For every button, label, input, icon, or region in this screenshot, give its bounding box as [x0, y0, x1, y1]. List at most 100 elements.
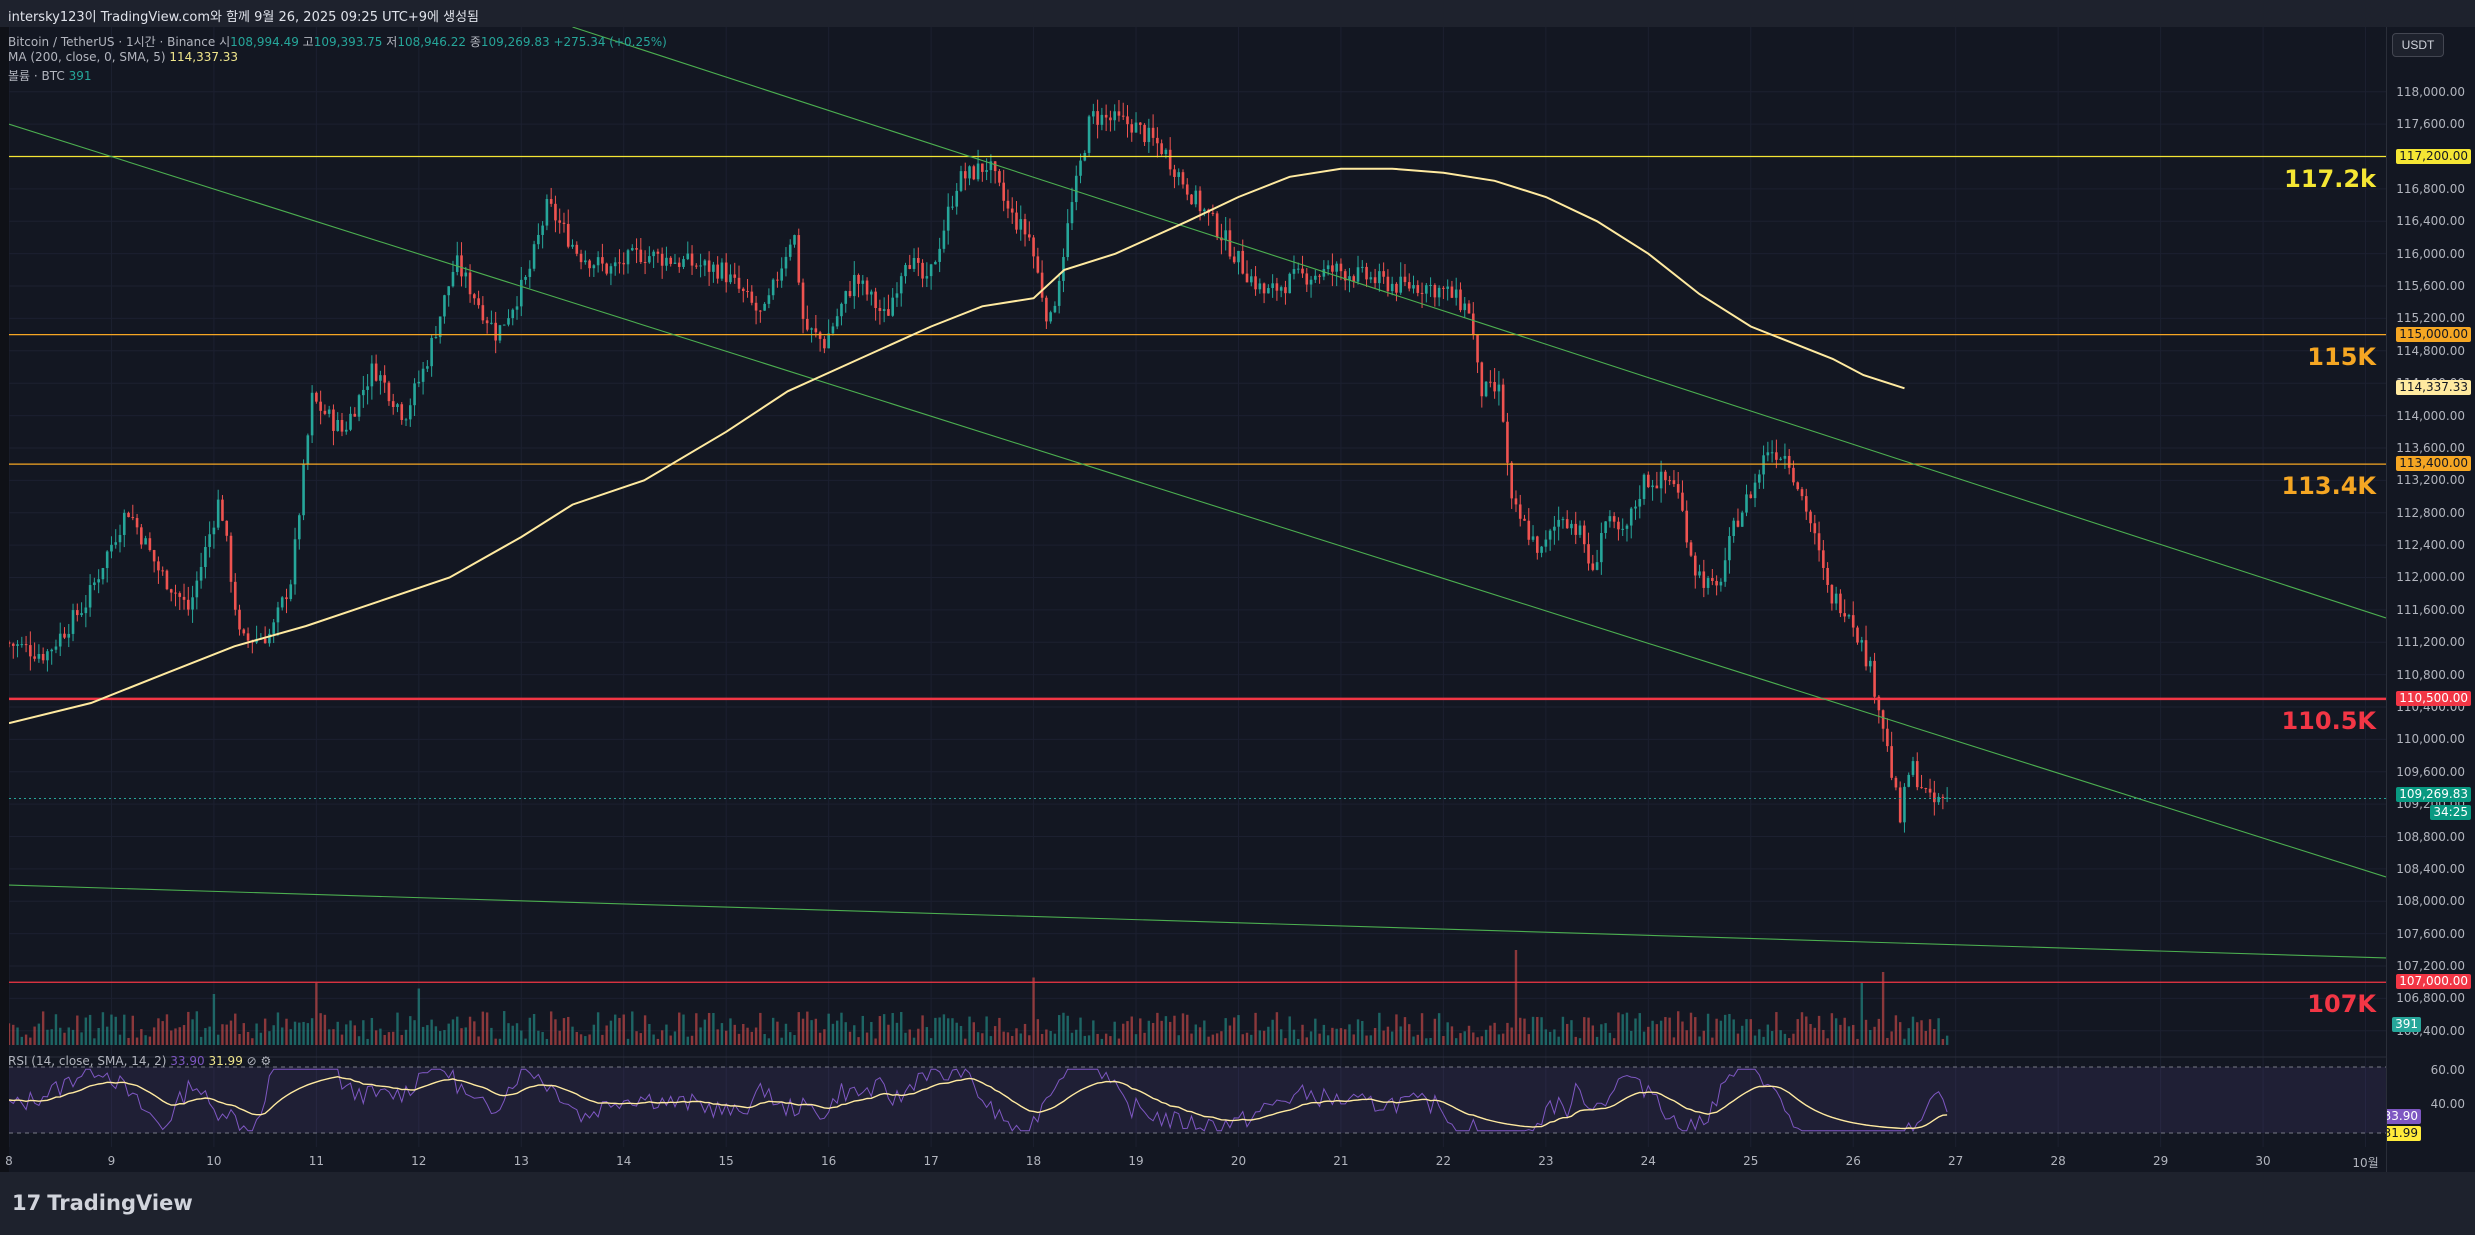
candle-body — [1941, 796, 1945, 798]
candle-body — [1339, 263, 1343, 272]
trendline — [9, 123, 2386, 878]
candle-body — [562, 222, 566, 224]
level-annotation[interactable]: 110.5K — [2281, 706, 2376, 735]
chart-panel[interactable] — [9, 27, 2386, 1172]
candle-body — [1053, 305, 1057, 313]
volume-bar — [511, 1025, 514, 1045]
level-annotation[interactable]: 107K — [2307, 990, 2376, 1019]
volume-bar — [1711, 1037, 1714, 1045]
candle-body — [1275, 283, 1279, 291]
volume-bar — [170, 1030, 173, 1045]
volume-bar — [1583, 1017, 1586, 1045]
volume-bar — [784, 1023, 788, 1045]
volume-bar — [789, 1032, 792, 1045]
candle-body — [1655, 485, 1659, 489]
candle-body — [1890, 746, 1893, 778]
candle-body — [1830, 584, 1834, 604]
settings-icon[interactable]: ⚙ — [260, 1054, 272, 1068]
candle-body — [1057, 280, 1061, 306]
candle-body — [695, 265, 698, 267]
candle-body — [1851, 615, 1855, 628]
candle-body — [323, 410, 327, 414]
candle-body — [1032, 237, 1035, 257]
volume-bar — [1578, 1038, 1582, 1045]
candle-body — [1642, 474, 1646, 499]
volume-bar — [878, 1016, 882, 1045]
candle-body — [212, 527, 216, 535]
symbol-name[interactable]: Bitcoin / TetherUS · 1시간 · Binance — [8, 35, 216, 49]
chart-canvas[interactable] — [9, 27, 2386, 1172]
currency-button[interactable]: USDT — [2392, 33, 2444, 57]
volume-bar — [976, 1032, 980, 1045]
volume-bar — [1770, 1031, 1774, 1045]
volume-bar — [520, 1030, 523, 1045]
candle-body — [1604, 521, 1607, 533]
price-tick-label: 109,600.00 — [2396, 764, 2465, 779]
volume-bar — [515, 1023, 519, 1045]
candle-body — [1143, 124, 1146, 143]
volume-bar — [1472, 1032, 1475, 1045]
level-annotation[interactable]: 117.2k — [2284, 164, 2376, 193]
level-annotation[interactable]: 115K — [2307, 342, 2376, 371]
volume-bar — [532, 1013, 536, 1045]
time-tick-label: 8 — [5, 1154, 13, 1168]
volume-bar — [955, 1022, 958, 1045]
candle-body — [899, 276, 903, 294]
volume-bar — [835, 1020, 839, 1045]
volume-bar — [793, 1035, 796, 1045]
volume-bar — [464, 1027, 467, 1045]
candle-body — [400, 404, 404, 420]
eye-off-icon[interactable]: ⊘ — [246, 1054, 257, 1068]
volume-bar — [1787, 1038, 1791, 1045]
tradingview-logo[interactable]: 17 TradingView — [12, 1191, 193, 1215]
volume-bar — [1685, 1030, 1688, 1045]
candle-body — [1450, 286, 1454, 298]
volume-bar — [780, 1037, 783, 1045]
candle-body — [1834, 593, 1838, 604]
volume-bar — [605, 1025, 608, 1045]
candle-body — [285, 597, 288, 600]
candle-body — [54, 646, 58, 650]
volume-bar — [503, 1011, 506, 1045]
candle-body — [11, 643, 15, 646]
price-scale[interactable]: 118,000.00 117,600.00 117,200.00 116,800.00… — [2386, 27, 2475, 1172]
candle-body — [225, 520, 229, 536]
candle-body — [1036, 256, 1040, 273]
candle-body — [110, 544, 113, 552]
candle-body — [985, 170, 988, 172]
volume-bar — [946, 1018, 950, 1045]
candle-body — [1770, 452, 1774, 454]
candle-body — [101, 568, 105, 580]
volume-bar — [776, 1021, 779, 1045]
bottom-bar: 17 TradingView — [0, 1172, 2475, 1235]
volume-bar — [1062, 1012, 1065, 1045]
volume-bar — [1305, 1037, 1308, 1045]
candle-body — [1335, 263, 1338, 272]
volume-bar — [1659, 1020, 1663, 1045]
volume-bar — [934, 1017, 937, 1045]
ma-legend[interactable]: MA (200, close, 0, SMA, 5) 114,337.33 — [8, 50, 238, 64]
volume-bar — [161, 1021, 164, 1045]
candle-body — [1506, 421, 1509, 463]
volume-bar — [887, 1024, 890, 1045]
price-tick-label: 107,600.00 — [2396, 926, 2465, 941]
price-tick-label: 114,800.00 — [2396, 343, 2465, 358]
volume-bar — [1886, 1037, 1889, 1045]
candle-body — [814, 328, 818, 333]
level-annotation[interactable]: 113.4K — [2281, 472, 2376, 501]
rsi-legend[interactable]: RSI (14, close, SMA, 14, 2) 33.90 31.99 … — [8, 1054, 271, 1068]
volume-bar — [1267, 1026, 1270, 1045]
volume-legend[interactable]: 볼륨 · BTC 391 — [8, 67, 92, 84]
candle-body — [1758, 474, 1761, 483]
candle-body — [387, 382, 391, 402]
volume-bar — [1689, 1012, 1693, 1045]
volume-bar — [1506, 1022, 1509, 1045]
volume-bar — [959, 1025, 963, 1045]
volume-bar — [951, 1018, 954, 1045]
volume-bar — [929, 1038, 933, 1045]
volume-bar — [1126, 1021, 1129, 1045]
candle-body — [370, 363, 374, 387]
candle-body — [554, 203, 557, 221]
candle-body — [887, 309, 890, 316]
volume-bar — [1433, 1018, 1437, 1045]
